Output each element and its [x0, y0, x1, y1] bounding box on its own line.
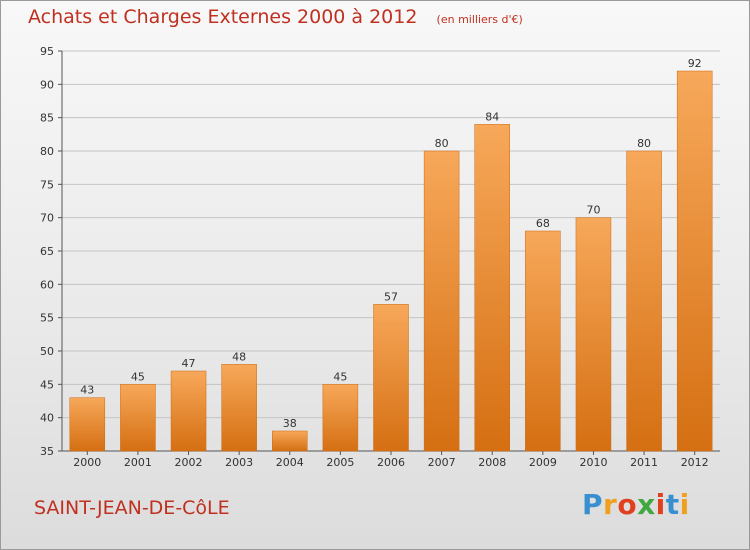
- bar-2010: [575, 217, 612, 452]
- x-tick-label: 2009: [529, 456, 557, 469]
- x-tick-label: 2001: [124, 456, 152, 469]
- bar-2011: [626, 150, 662, 452]
- bar-2007: [423, 150, 460, 452]
- x-tick-label: 2012: [681, 456, 709, 469]
- y-tick-label: 55: [40, 312, 54, 325]
- value-label: 80: [435, 137, 449, 150]
- x-tick-label: 2000: [73, 456, 101, 469]
- value-label: 38: [283, 417, 297, 430]
- y-tick-label: 60: [40, 278, 54, 291]
- x-tick-label: 2008: [478, 456, 506, 469]
- value-label: 45: [131, 370, 145, 383]
- x-tick-label: 2006: [377, 456, 405, 469]
- value-label: 70: [586, 204, 600, 217]
- value-label: 68: [536, 217, 550, 230]
- bar-2004: [272, 430, 308, 452]
- bar-2001: [120, 384, 156, 452]
- bar-2005: [322, 384, 359, 452]
- y-tick-label: 50: [40, 345, 54, 358]
- logo-letter: P: [582, 488, 604, 521]
- logo-letter: i: [679, 488, 690, 521]
- y-tick-label: 90: [40, 78, 54, 91]
- x-tick-label: 2004: [276, 456, 304, 469]
- bar-layer: [69, 70, 713, 452]
- logo-letter: i: [655, 488, 666, 521]
- x-tick-label: 2005: [326, 456, 354, 469]
- label-layer: 43 2000 45 2001 47 2002 48 2003 38 2004 45 2005 57 20…: [73, 57, 708, 469]
- chart-unit-note: (en milliers d'€): [436, 13, 523, 26]
- y-tick-label: 80: [40, 145, 54, 158]
- x-tick-label: 2010: [579, 456, 607, 469]
- y-tick-label: 75: [40, 178, 54, 191]
- bar-2002: [170, 370, 207, 452]
- bar-2008: [474, 124, 510, 452]
- y-tick-label: 95: [40, 45, 54, 58]
- value-label: 47: [182, 357, 196, 370]
- logo-letter: x: [637, 488, 656, 521]
- chart-title: Achats et Charges Externes 2000 à 2012: [28, 6, 418, 28]
- logo-letter: o: [617, 488, 638, 521]
- y-tick-label: 65: [40, 245, 54, 258]
- y-tick-label: 45: [40, 378, 54, 391]
- x-tick-label: 2002: [175, 456, 203, 469]
- x-tick-label: 2003: [225, 456, 253, 469]
- y-tick-label: 85: [40, 112, 54, 125]
- value-label: 92: [688, 57, 702, 70]
- value-label: 43: [80, 384, 94, 397]
- bar-2000: [69, 397, 106, 452]
- value-label: 84: [485, 110, 499, 123]
- proxiti-logo: Proxiti: [582, 488, 690, 521]
- logo-letter: t: [665, 488, 680, 521]
- value-label: 57: [384, 290, 398, 303]
- bar-2006: [373, 304, 409, 452]
- x-tick-label: 2007: [428, 456, 456, 469]
- logo-letter: r: [603, 488, 618, 521]
- commune-name: SAINT-JEAN-DE-CôLE: [34, 497, 230, 519]
- value-label: 48: [232, 350, 246, 363]
- value-label: 45: [333, 370, 347, 383]
- bar-2003: [221, 364, 257, 452]
- y-tick-label: 70: [40, 212, 54, 225]
- x-tick-label: 2011: [630, 456, 658, 469]
- bar-2009: [525, 230, 561, 452]
- y-tick-label: 40: [40, 412, 54, 425]
- value-label: 80: [637, 137, 651, 150]
- y-tick-label: 35: [40, 445, 54, 458]
- title-block: Achats et Charges Externes 2000 à 2012 (…: [28, 6, 523, 28]
- bar-2012: [676, 70, 713, 452]
